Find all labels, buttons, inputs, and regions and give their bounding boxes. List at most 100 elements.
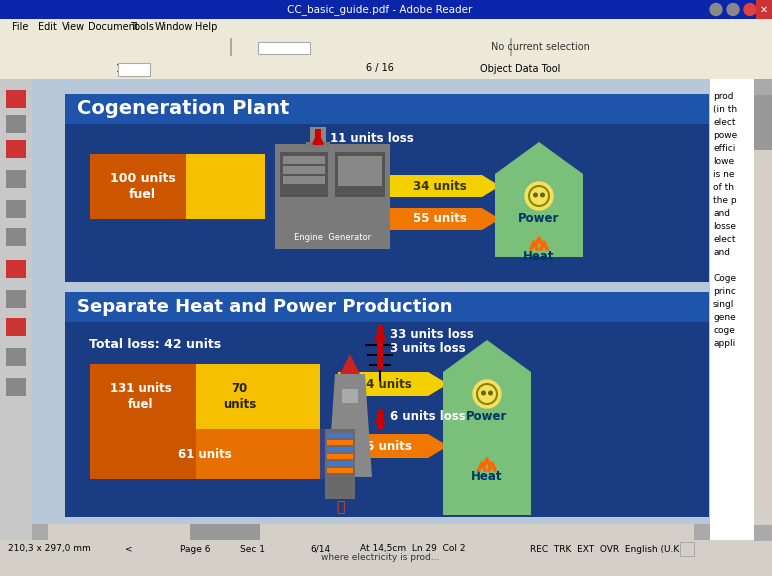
Text: princ: princ [713, 287, 736, 296]
Text: losse: losse [713, 222, 736, 231]
Bar [6, 228, 26, 246]
Bar [90, 429, 320, 479]
Polygon shape [338, 372, 448, 396]
Text: and: and [713, 209, 730, 218]
Text: No current selection: No current selection [490, 42, 590, 52]
Bar [694, 524, 710, 540]
Text: Sec 1: Sec 1 [240, 544, 265, 554]
Circle shape [744, 3, 756, 16]
Bar [258, 42, 310, 54]
Bar [6, 290, 26, 308]
Text: 11 units loss: 11 units loss [330, 132, 414, 146]
Bar [118, 63, 150, 76]
Text: Heat: Heat [471, 471, 503, 483]
Bar [6, 115, 26, 133]
Bar [90, 364, 196, 429]
Bar [315, 129, 321, 145]
Bar [6, 378, 26, 396]
Bar [327, 454, 353, 459]
Bar [327, 433, 353, 438]
Text: powe: powe [713, 131, 737, 140]
Text: Object Data Tool: Object Data Tool [480, 63, 560, 74]
Text: gene: gene [713, 313, 736, 322]
Text: elect: elect [713, 118, 736, 127]
Bar [65, 124, 709, 282]
Circle shape [482, 391, 486, 395]
Bar [32, 79, 710, 524]
Bar [0, 36, 772, 58]
Bar [65, 292, 709, 322]
Text: effici: effici [713, 144, 736, 153]
Bar [327, 461, 353, 466]
Bar [0, 58, 772, 79]
Polygon shape [328, 374, 372, 477]
Text: Power: Power [518, 213, 560, 225]
Text: Find: Find [265, 42, 285, 52]
Text: REC  TRK  EXT  OVR  English (U.K.: REC TRK EXT OVR English (U.K. [530, 544, 682, 554]
Text: Total loss: 42 units: Total loss: 42 units [89, 338, 221, 351]
Text: 6 units loss: 6 units loss [390, 410, 466, 423]
Text: Page 6: Page 6 [180, 544, 211, 554]
Text: 210,3 x 297,0 mm: 210,3 x 297,0 mm [8, 544, 91, 554]
Bar [6, 260, 26, 278]
Text: Separate Heat and Power Production: Separate Heat and Power Production [77, 298, 452, 316]
Text: Tools: Tools [130, 22, 154, 32]
Text: and: and [713, 248, 730, 257]
Polygon shape [443, 340, 531, 515]
Text: the p: the p [713, 196, 736, 205]
Bar [510, 38, 512, 56]
Text: 34 units: 34 units [358, 377, 412, 391]
Circle shape [489, 391, 493, 395]
Text: 🔥: 🔥 [336, 500, 344, 514]
Bar [754, 79, 772, 541]
Text: Edit: Edit [38, 22, 57, 32]
Text: singl: singl [713, 300, 734, 309]
Text: 33 units loss: 33 units loss [390, 328, 474, 342]
Polygon shape [340, 354, 360, 374]
Text: prod: prod [713, 92, 733, 101]
Text: 55 units: 55 units [358, 439, 412, 453]
Bar [283, 156, 325, 164]
Text: Coge: Coge [713, 274, 736, 283]
Bar [0, 0, 772, 19]
Text: Heat: Heat [523, 249, 555, 263]
Bar [710, 79, 772, 541]
Bar [325, 429, 355, 499]
Bar [90, 364, 320, 429]
Text: File: File [12, 22, 29, 32]
Bar [32, 524, 710, 540]
Bar [327, 468, 353, 473]
Bar [6, 348, 26, 366]
Bar [0, 19, 772, 36]
Bar [335, 152, 385, 197]
Bar [756, 0, 772, 19]
Bar [65, 94, 709, 124]
Text: where electricity is prod...: where electricity is prod... [321, 554, 439, 563]
Circle shape [710, 3, 722, 16]
Bar [32, 524, 48, 540]
Text: CC_basic_guide.pdf - Adobe Reader: CC_basic_guide.pdf - Adobe Reader [287, 4, 472, 15]
Text: Engine  Generator: Engine Generator [294, 233, 371, 241]
Bar [306, 142, 330, 148]
Text: 61 units: 61 units [178, 448, 232, 460]
Bar [320, 429, 338, 479]
Bar [338, 156, 382, 186]
Bar [327, 447, 353, 452]
Bar [377, 409, 383, 429]
Bar [754, 525, 772, 541]
Bar [90, 429, 196, 479]
Bar [6, 200, 26, 218]
Text: Cogeneration Plant: Cogeneration Plant [77, 100, 290, 119]
Text: View: View [62, 22, 85, 32]
Bar [6, 318, 26, 336]
Bar [283, 166, 325, 174]
Circle shape [540, 193, 544, 197]
Bar [6, 140, 26, 158]
Bar [90, 154, 265, 219]
Bar [6, 170, 26, 188]
Bar [327, 440, 353, 445]
Bar [6, 90, 26, 108]
Text: coge: coge [713, 326, 735, 335]
Text: is ne: is ne [713, 170, 734, 179]
Polygon shape [390, 175, 500, 197]
